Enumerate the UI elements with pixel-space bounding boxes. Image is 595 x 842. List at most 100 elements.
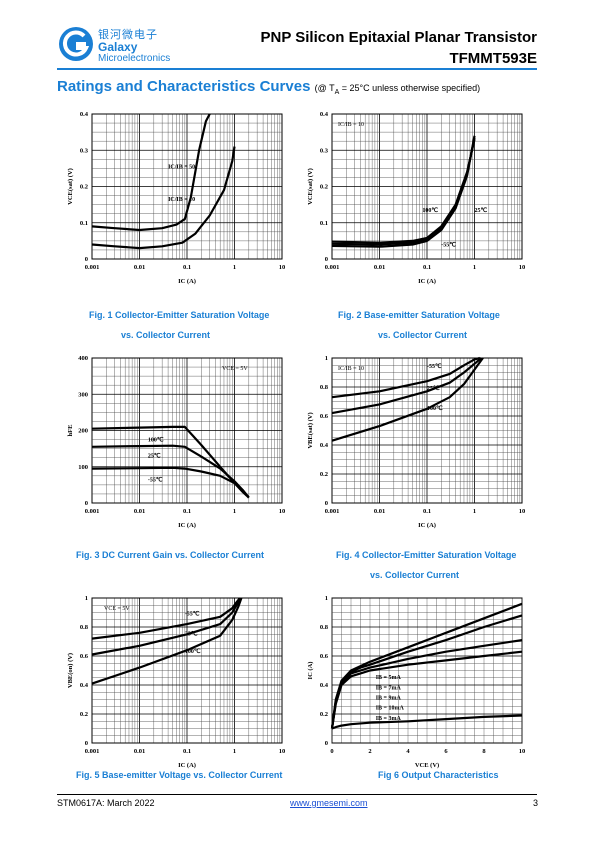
series-line — [330, 650, 523, 729]
series-line — [91, 597, 241, 640]
y-tick-label: 200 — [78, 428, 88, 435]
y-tick-label: 0.2 — [320, 184, 328, 191]
series-line — [331, 356, 481, 399]
x-tick-label: 0.001 — [325, 264, 340, 271]
x-tick-label: 0.1 — [423, 508, 431, 515]
x-tick-label: 10 — [519, 748, 526, 755]
x-axis-label: VCE (V) — [415, 762, 439, 769]
y-tick-label: 0 — [85, 500, 88, 507]
annotation-text: VCE = 5V — [222, 366, 248, 372]
y-tick-label: 0.3 — [80, 147, 89, 154]
y-tick-label: 300 — [78, 391, 88, 398]
fig4-caption-line1: Fig. 4 Collector-Emitter Saturation Volt… — [336, 550, 517, 560]
x-tick-label: 4 — [406, 748, 410, 755]
y-tick-label: 0.2 — [320, 471, 328, 478]
y-tick-label: 0.4 — [320, 682, 329, 689]
x-tick-label: 0.01 — [134, 264, 145, 271]
y-tick-label: 0.4 — [320, 442, 329, 449]
y-tick-label: 100 — [78, 464, 88, 471]
y-tick-label: 0 — [85, 740, 88, 747]
y-tick-label: 0.6 — [320, 413, 329, 420]
footer-website-link[interactable]: www.gmesemi.com — [290, 798, 368, 808]
x-tick-label: 0.001 — [85, 508, 100, 515]
y-axis-label: VCE(sat) (V) — [307, 168, 314, 205]
chart-fig1-vcesat: 0.001 0.01 0.1 1 10 0 0.1 0.2 0.3 0.4 IC (A) VCE(sa… — [67, 111, 286, 285]
annotation-text: IC/IB = 10 — [338, 122, 364, 128]
x-tick-label: 0.1 — [423, 264, 431, 271]
legend-entry: IB = 5mA — [376, 675, 402, 681]
y-tick-label: 400 — [78, 355, 88, 362]
y-tick-label: 0.2 — [320, 711, 328, 718]
series-line — [331, 357, 483, 415]
x-tick-label: 0.01 — [134, 508, 145, 515]
y-tick-label: 0 — [325, 500, 328, 507]
y-tick-label: 0.8 — [320, 384, 329, 391]
series-label: -55℃ — [148, 476, 163, 483]
chart-fig2-vbesat: 0.001 0.01 0.1 1 10 0 0.1 0.2 0.3 0.4 IC (A) VCE(sa… — [307, 111, 525, 285]
series-label: 25℃ — [475, 207, 488, 214]
series-label: IC/IB = 50 — [168, 164, 195, 170]
y-tick-label: 0.4 — [80, 682, 89, 689]
chart-fig4-vbesat: 0.001 0.01 0.1 1 10 0 0.2 0.4 0.6 0.8 1 IC (A) VBE(s… — [307, 355, 526, 529]
x-tick-label: 10 — [279, 264, 286, 271]
y-tick-label: 0 — [325, 256, 328, 263]
y-tick-label: 0.2 — [80, 184, 88, 191]
x-tick-label: 0.1 — [183, 264, 191, 271]
x-tick-label: 0.001 — [325, 508, 340, 515]
fig3-caption: Fig. 3 DC Current Gain vs. Collector Cur… — [76, 550, 265, 560]
logo-name-line1: Galaxy — [98, 40, 138, 54]
header-rule — [57, 68, 537, 70]
y-tick-label: 0.2 — [80, 711, 88, 718]
series-label: 100℃ — [148, 436, 164, 443]
series-label: 100℃ — [422, 207, 438, 214]
x-tick-label: 1 — [473, 264, 476, 271]
x-tick-label: 0.001 — [85, 748, 100, 755]
series-line — [91, 113, 211, 232]
series-label: IC/IB = 10 — [168, 197, 195, 203]
company-logo: 银河微电子 Galaxy Microelectronics — [56, 24, 296, 68]
y-tick-label: 1 — [325, 355, 328, 362]
x-tick-label: 0.01 — [134, 748, 145, 755]
x-tick-label: 0.1 — [183, 748, 191, 755]
logo-chinese-name: 银河微电子 — [98, 28, 158, 41]
annotation-text: IC/IB = 10 — [338, 366, 364, 372]
y-axis-label: VCE(sat) (V) — [67, 168, 74, 205]
section-title: Ratings and Characteristics Curves — [57, 78, 311, 95]
series-label: -55℃ — [427, 363, 442, 370]
x-tick-label: 10 — [519, 508, 526, 515]
y-axis-label: hFE — [67, 425, 74, 437]
fig1-caption-line1: Fig. 1 Collector-Emitter Saturation Volt… — [89, 310, 270, 320]
x-axis-label: IC (A) — [178, 278, 196, 285]
footer-page-number: 3 — [533, 798, 539, 808]
series-line — [91, 146, 236, 250]
y-tick-label: 0.4 — [320, 111, 329, 118]
x-tick-label: 8 — [482, 748, 486, 755]
x-axis-label: IC (A) — [178, 522, 196, 529]
x-tick-label: 2 — [368, 748, 371, 755]
fig4-caption-line2: vs. Collector Current — [370, 570, 460, 580]
footer-rule — [57, 794, 537, 795]
y-axis-label: VBE(on) (V) — [67, 653, 74, 688]
x-tick-label: 1 — [473, 508, 476, 515]
x-axis-label: IC (A) — [178, 762, 196, 769]
chart-fig5-vbeon: 0.001 0.01 0.1 1 10 0 0.2 0.4 0.6 0.8 1 IC (A) VBE(o… — [67, 595, 286, 769]
legend-entry: IB = 10mA — [376, 706, 405, 712]
y-tick-label: 0.1 — [320, 220, 328, 227]
series-label: -55℃ — [185, 610, 200, 617]
fig1-caption-line2: vs. Collector Current — [121, 330, 211, 340]
annotation-text: VCE = 5V — [104, 606, 130, 612]
section-heading: Ratings and Characteristics Curves (@ TA… — [57, 78, 480, 96]
y-tick-label: 0.6 — [320, 653, 329, 660]
y-tick-label: 1 — [85, 595, 88, 602]
series-label: 25℃ — [148, 453, 161, 460]
series-label: -55℃ — [441, 241, 456, 248]
y-tick-label: 0.3 — [320, 147, 329, 154]
x-tick-label: 1 — [233, 508, 236, 515]
y-axis-label: VBE(sat) (V) — [307, 412, 314, 448]
series-label: 25℃ — [427, 385, 440, 392]
y-tick-label: 0.1 — [80, 220, 88, 227]
y-tick-label: 0 — [325, 740, 328, 747]
x-tick-label: 10 — [279, 748, 286, 755]
y-tick-label: 0.6 — [80, 653, 89, 660]
